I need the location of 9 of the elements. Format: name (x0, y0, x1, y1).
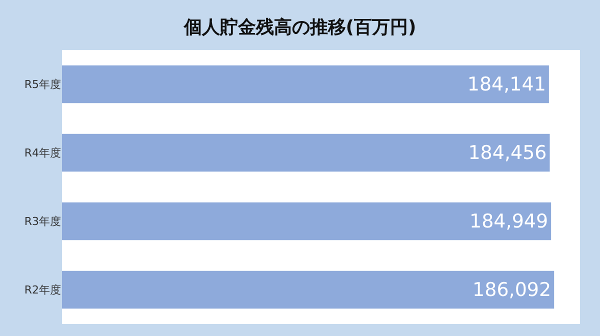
y-tick-label: R3年度 (24, 215, 61, 228)
y-tick-label: R5年度 (24, 78, 61, 92)
chart-title: 個人貯金残高の推移(百万円) (182, 16, 416, 38)
data-label: 186,092 (472, 278, 552, 301)
y-tick-label: R4年度 (24, 146, 61, 160)
y-tick-label: R2年度 (24, 284, 61, 297)
data-label: 184,456 (468, 142, 547, 164)
data-label: 184,949 (470, 210, 548, 232)
data-label: 184,141 (467, 73, 546, 96)
